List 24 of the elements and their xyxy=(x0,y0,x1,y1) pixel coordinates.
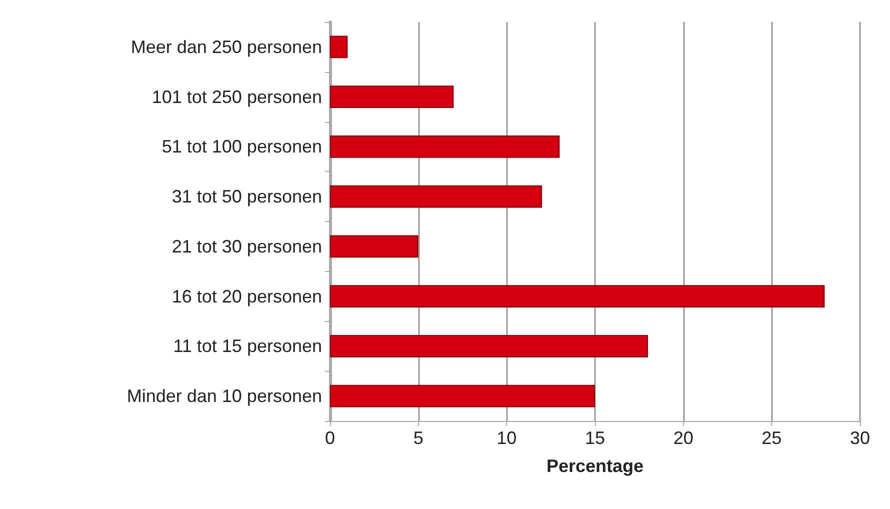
bar xyxy=(330,185,542,208)
bar xyxy=(330,235,418,258)
bar xyxy=(330,36,348,58)
x-tick-label: 0 xyxy=(324,428,336,448)
bar xyxy=(330,384,595,408)
bar xyxy=(330,285,825,308)
x-tick-label: 30 xyxy=(850,428,870,448)
x-tick-label: 15 xyxy=(584,428,606,448)
x-tick-label: 5 xyxy=(413,428,424,448)
y-tick-label: 101 tot 250 personen xyxy=(152,86,322,107)
y-tick-label: Meer dan 250 personen xyxy=(130,36,322,57)
y-tick-label: 11 tot 15 personen xyxy=(173,336,322,356)
y-tick-label: 31 tot 50 personen xyxy=(172,186,322,207)
y-tick-label: 16 tot 20 personen xyxy=(172,286,322,306)
x-tick-label: 10 xyxy=(496,428,517,448)
y-tick-label: 21 tot 30 personen xyxy=(172,236,322,256)
bar xyxy=(330,86,454,108)
x-tick-label: 25 xyxy=(762,428,782,448)
y-tick-label: 51 tot 100 personen xyxy=(162,136,322,157)
x-axis-title: Percentage xyxy=(546,456,644,476)
y-tick-label: Minder dan 10 personen xyxy=(126,386,322,406)
bar xyxy=(330,135,560,158)
x-tick-label: 20 xyxy=(673,428,694,448)
bar xyxy=(330,334,648,358)
